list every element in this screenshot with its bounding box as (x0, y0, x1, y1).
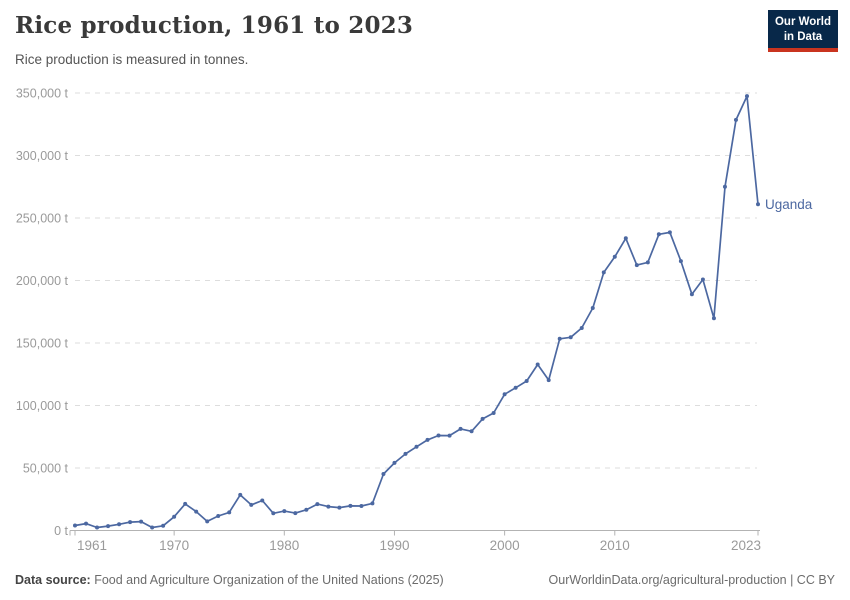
data-point (458, 426, 463, 431)
data-point (502, 392, 507, 397)
data-point (700, 277, 705, 282)
data-source-text: Food and Agriculture Organization of the… (90, 573, 444, 587)
data-point (293, 511, 298, 516)
x-tick-label: 1990 (379, 538, 409, 553)
chart-subtitle: Rice production is measured in tonnes. (15, 52, 249, 67)
series-line (74, 95, 759, 529)
chart-footer: Data source: Food and Agriculture Organi… (15, 573, 835, 587)
y-tick-label: 100,000 t (16, 399, 69, 413)
data-point (227, 510, 232, 515)
data-source-label: Data source: (15, 573, 91, 587)
x-axis-labels: 1961 1970 1980 1990 2000 2010 2023 (77, 538, 761, 553)
data-point (238, 492, 243, 497)
y-tick-label: 200,000 t (16, 274, 69, 288)
series-uganda (73, 94, 760, 530)
data-point (756, 202, 760, 207)
data-point (73, 523, 77, 528)
data-point (282, 509, 287, 514)
x-tick-label: 2010 (600, 538, 630, 553)
data-point (590, 306, 595, 310)
owid-logo-line1: Our World (774, 16, 831, 28)
data-point (337, 505, 342, 510)
data-point (304, 507, 309, 512)
x-tick-label: 2023 (731, 538, 761, 553)
data-point (689, 292, 694, 297)
y-tick-label: 0 t (54, 524, 68, 538)
data-point (216, 514, 221, 518)
y-tick-label: 150,000 t (16, 337, 69, 351)
data-point (348, 503, 353, 508)
data-point (271, 511, 276, 516)
x-tick-label: 1961 (77, 538, 107, 553)
y-tick-label: 250,000 t (16, 212, 69, 226)
data-point (403, 451, 408, 456)
data-point (579, 326, 584, 330)
data-point (315, 502, 320, 507)
data-point (469, 429, 474, 434)
owid-logo-line2: in Data (783, 30, 823, 43)
data-point (623, 236, 628, 241)
data-point (205, 519, 210, 524)
data-point (744, 94, 749, 99)
data-point (546, 378, 551, 383)
y-tick-label: 300,000 t (16, 149, 69, 163)
data-point (128, 520, 133, 525)
data-point (612, 254, 617, 259)
data-point (183, 501, 188, 506)
owid-logo: Our World in Data (768, 10, 838, 52)
data-point (645, 260, 650, 265)
x-tick-label: 2000 (490, 538, 520, 553)
data-point (733, 117, 738, 122)
data-point (524, 379, 529, 383)
data-point (326, 504, 331, 509)
data-point (436, 433, 441, 438)
data-point (359, 504, 364, 508)
entity-label: Uganda (765, 197, 813, 212)
data-point (106, 524, 111, 529)
data-point (370, 501, 375, 506)
data-point (84, 521, 89, 526)
y-gridlines (75, 92, 757, 469)
x-tick-label: 1970 (159, 538, 189, 553)
data-point (381, 472, 386, 476)
x-tick-label: 1980 (269, 538, 299, 553)
data-point (480, 416, 485, 421)
data-point (722, 184, 727, 189)
data-source: Data source: Food and Agriculture Organi… (15, 573, 444, 587)
data-point (513, 385, 518, 390)
data-point (249, 502, 254, 507)
data-point (601, 270, 606, 275)
data-point (172, 514, 177, 519)
y-axis-labels: 0 t 50,000 t 100,000 t 150,000 t 200,000 t 25… (16, 87, 69, 539)
data-point (117, 522, 122, 527)
y-tick-label: 350,000 t (16, 87, 69, 101)
data-point (678, 259, 683, 264)
data-point (491, 411, 496, 415)
chart-title: Rice production, 1961 to 2023 (15, 12, 414, 39)
y-tick-label: 50,000 t (23, 462, 69, 476)
data-point (447, 433, 452, 438)
data-point (139, 519, 144, 524)
data-point (557, 336, 562, 341)
data-point (161, 523, 166, 528)
data-point (656, 232, 661, 237)
data-point (634, 263, 639, 268)
data-point (535, 362, 540, 367)
data-point (711, 316, 716, 321)
data-point (392, 460, 397, 465)
data-point (194, 509, 199, 514)
data-point (414, 444, 419, 449)
data-point (260, 498, 265, 503)
data-point (95, 525, 100, 530)
data-point (667, 230, 672, 235)
data-point (425, 437, 430, 442)
footer-attribution: OurWorldinData.org/agricultural-producti… (548, 573, 835, 587)
x-axis (69, 530, 760, 536)
data-point (568, 335, 573, 340)
data-point (150, 525, 155, 530)
